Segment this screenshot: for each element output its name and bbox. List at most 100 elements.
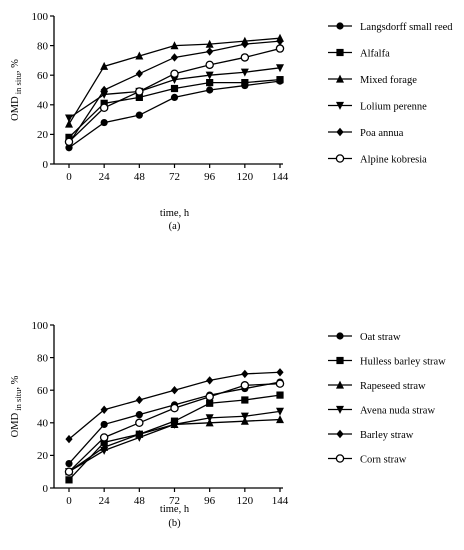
data-point xyxy=(100,405,108,414)
legend-item: Alpine kobresia xyxy=(328,154,427,165)
x-tick-label: 24 xyxy=(99,171,111,183)
y-tick-label: 80 xyxy=(37,40,49,52)
data-point xyxy=(205,60,214,70)
data-point xyxy=(240,412,249,421)
data-point xyxy=(135,87,144,96)
series-alpine-kobresia xyxy=(64,44,285,147)
x-axis-label: time, h xyxy=(160,504,190,515)
data-point xyxy=(240,416,249,425)
y-tick-label: 80 xyxy=(37,352,49,364)
legend-label: Mixed forage xyxy=(360,75,417,86)
data-point xyxy=(135,395,143,405)
y-tick-label: 20 xyxy=(37,450,49,462)
x-tick-label: 96 xyxy=(204,171,216,183)
legend-item: Avena nuda straw xyxy=(328,405,435,416)
legend-marker xyxy=(336,332,344,340)
data-point xyxy=(170,41,179,50)
chart-panel-a: 0 20 40 60 80 100 0 24 48 72 96 120 144 time, h (a) OMD… xyxy=(10,11,453,232)
x-tick-label: 48 xyxy=(134,171,146,183)
y-tick-label: 60 xyxy=(37,70,49,82)
legend-marker xyxy=(336,356,344,365)
data-point xyxy=(205,71,214,80)
data-point xyxy=(241,79,249,87)
data-point xyxy=(206,79,214,87)
legend-marker xyxy=(336,380,344,389)
data-point xyxy=(64,137,74,147)
y-axis-label: OMD in situ, % xyxy=(10,59,23,121)
data-point xyxy=(99,103,109,113)
data-point xyxy=(170,84,179,93)
data-point xyxy=(206,399,214,407)
data-point xyxy=(240,381,250,390)
panel-label: (b) xyxy=(168,518,181,529)
data-point xyxy=(64,467,74,476)
x-tick-label: 72 xyxy=(169,171,180,183)
data-point xyxy=(276,407,284,416)
panel-label: (a) xyxy=(169,221,181,232)
legend-marker xyxy=(336,22,344,30)
data-point xyxy=(240,53,250,62)
legend-item: Mixed forage xyxy=(328,74,417,86)
legend-marker xyxy=(336,48,344,57)
legend-label: Rapeseed straw xyxy=(360,381,426,392)
legend-label: Langsdorff small reed xyxy=(360,22,453,33)
x-tick-label: 48 xyxy=(134,495,146,507)
data-point xyxy=(65,459,73,468)
legend-item: Langsdorff small reed xyxy=(328,22,453,33)
data-point xyxy=(170,403,179,413)
legend-item: Corn straw xyxy=(328,454,407,465)
data-point xyxy=(170,69,179,78)
legend-label: Hulless barley straw xyxy=(360,356,446,367)
legend-item: Oat straw xyxy=(328,332,401,343)
legend-label: Poa annua xyxy=(360,128,404,139)
legend-marker xyxy=(335,454,345,463)
legend-label: Corn straw xyxy=(360,454,407,465)
data-point xyxy=(100,438,108,446)
data-point xyxy=(276,391,284,399)
data-point xyxy=(135,433,144,442)
y-tick-label: 100 xyxy=(32,11,49,23)
data-point xyxy=(276,64,284,73)
legend-marker xyxy=(336,405,344,414)
x-tick-label: 144 xyxy=(272,171,289,183)
y-tick-label: 0 xyxy=(43,483,49,495)
series-alfalfa xyxy=(65,76,284,141)
legend-marker xyxy=(335,154,345,163)
data-point xyxy=(241,369,249,379)
legend-marker xyxy=(336,74,344,83)
legend-item: Lolium perenne xyxy=(328,101,427,112)
data-point xyxy=(276,76,284,84)
legend-label: Oat straw xyxy=(360,332,401,343)
y-tick-label: 40 xyxy=(37,418,49,430)
data-point xyxy=(241,396,249,404)
data-point xyxy=(100,420,108,429)
legend-item: Alfalfa xyxy=(328,48,390,59)
x-axis-label: time, h xyxy=(160,208,190,219)
data-point xyxy=(276,415,284,424)
data-point xyxy=(100,85,108,95)
data-point xyxy=(205,392,214,401)
y-tick-label: 0 xyxy=(43,159,49,171)
data-point xyxy=(100,61,109,70)
legend-item: Rapeseed straw xyxy=(328,380,426,392)
data-point xyxy=(135,69,143,78)
data-point xyxy=(65,434,73,444)
data-point xyxy=(205,418,214,427)
series-corn-straw xyxy=(64,379,285,476)
data-point xyxy=(170,76,179,85)
data-point xyxy=(241,39,249,49)
x-tick-label: 0 xyxy=(66,495,72,507)
legend-marker xyxy=(336,101,344,110)
data-point xyxy=(65,476,73,484)
x-tick-label: 96 xyxy=(204,495,216,507)
series-poa-annua xyxy=(65,36,284,148)
data-point xyxy=(170,53,179,62)
data-point xyxy=(135,111,143,119)
data-point xyxy=(240,68,249,77)
legend-item: Hulless barley straw xyxy=(328,356,446,367)
legend-label: Avena nuda straw xyxy=(360,405,435,416)
data-point xyxy=(205,414,214,423)
legend-marker xyxy=(336,429,344,439)
y-tick-label: 40 xyxy=(37,100,49,112)
